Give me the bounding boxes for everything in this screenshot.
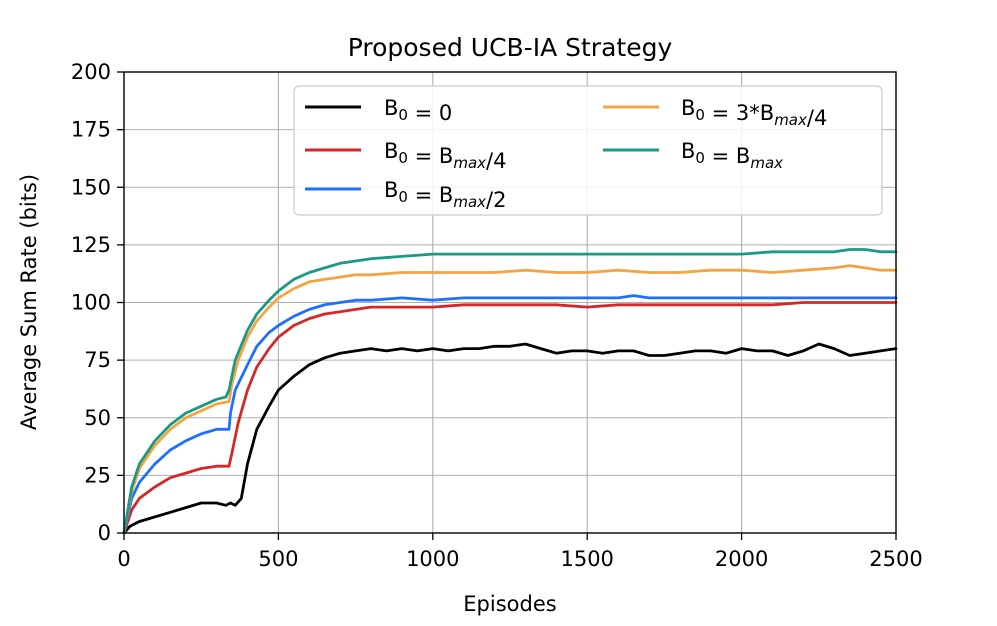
x-axis-ticks: 0 500 1000 1500 2000 2500 <box>117 533 923 571</box>
y-tick-label: 175 <box>71 118 111 142</box>
y-axis-label: Average Sum Rate (bits) <box>17 174 41 430</box>
y-tick-label: 125 <box>71 233 111 257</box>
y-tick-label: 150 <box>71 175 111 199</box>
series-line-3 <box>122 264 898 535</box>
x-tick-label: 500 <box>258 547 298 571</box>
y-tick-label: 0 <box>98 521 111 545</box>
y-tick-label: 100 <box>71 291 111 315</box>
x-axis-label: Episodes <box>463 592 556 616</box>
y-tick-label: 75 <box>84 348 111 372</box>
y-tick-label: 50 <box>84 406 111 430</box>
series-line-1 <box>122 301 898 535</box>
series-line-0 <box>122 342 898 535</box>
series-line-4 <box>122 248 898 535</box>
legend-label-4: B0 = Bmax <box>681 139 783 172</box>
legend-label-0: B0 = 0 <box>384 96 452 125</box>
x-tick-label: 1500 <box>560 547 613 571</box>
series-line-2 <box>122 294 898 535</box>
y-tick-label: 25 <box>84 463 111 487</box>
chart-title: Proposed UCB-IA Strategy <box>348 33 673 62</box>
legend: B0 = 0 B0 = Bmax/4 B0 = Bmax/2 B0 = 3*Bmax/… <box>293 85 883 216</box>
x-tick-label: 1000 <box>406 547 459 571</box>
legend-label-1: B0 = Bmax/4 <box>384 139 506 173</box>
y-tick-label: 200 <box>71 60 111 84</box>
x-tick-label: 0 <box>117 547 130 571</box>
x-tick-label: 2500 <box>869 547 922 571</box>
legend-box <box>293 85 883 216</box>
legend-label-3: B0 = 3*Bmax/4 <box>681 96 827 130</box>
legend-label-2: B0 = Bmax/2 <box>384 178 506 212</box>
x-tick-label: 2000 <box>715 547 768 571</box>
series-lines <box>122 248 898 535</box>
y-axis-ticks: 0 25 50 75 100 125 150 175 200 <box>71 60 124 545</box>
